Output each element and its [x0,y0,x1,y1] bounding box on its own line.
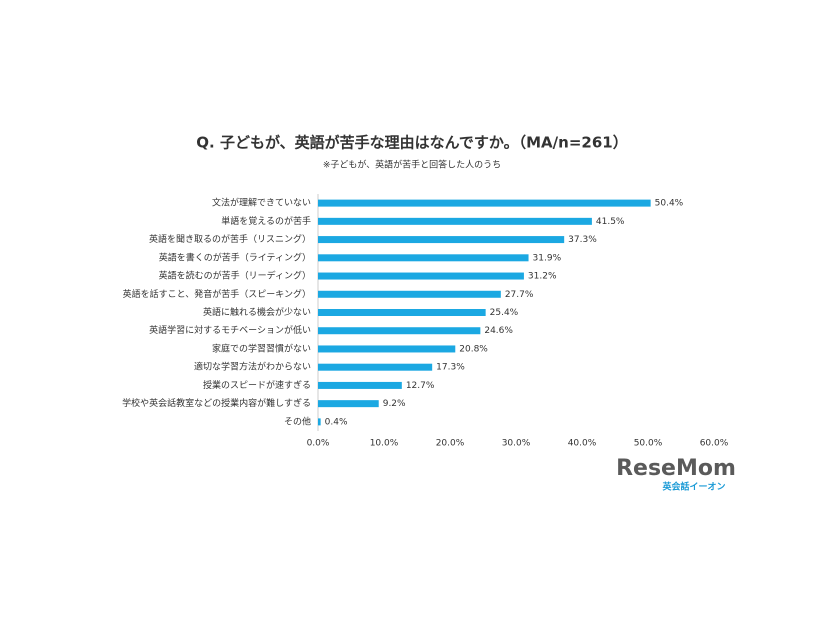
chart-subtitle: ※子どもが、英語が苦手と回答した人のうち [323,159,501,171]
value-label: 41.5% [596,217,625,227]
bar [318,199,651,207]
y-tick-label: 英語を聞き取るのが苦手（リスニング） [149,233,311,245]
value-label: 31.2% [528,272,557,282]
bar [318,327,481,335]
bar [318,217,592,225]
bar [318,363,433,371]
value-label: 25.4% [490,308,519,318]
value-label: 24.6% [484,326,513,336]
value-label: 20.8% [459,344,488,354]
x-tick-label: 20.0% [436,439,465,449]
y-tick-label: 英語に触れる機会が少ない [203,306,311,318]
chart-title: Q. 子どもが、英語が苦手な理由はなんですか。（MA/n=261） [196,134,627,152]
bar [318,309,486,316]
logo-text: ReseMom [616,456,736,481]
x-tick-label: 40.0% [568,439,597,449]
value-label: 31.9% [533,253,562,263]
y-tick-label: 授業のスピードが速すぎる [203,379,311,391]
logo-sub: 英会話イーオン [661,481,725,493]
y-tick-label: 学校や英会話教室などの授業内容が難しすぎる [122,397,311,409]
bar [318,381,402,389]
y-tick-label: 英語を話すこと、発音が苦手（スピーキング） [123,288,311,300]
bar [318,345,456,353]
bar [318,236,565,244]
x-tick-label: 10.0% [370,439,399,449]
bar [318,254,529,262]
y-tick-label: 英語を読むのが苦手（リーディング） [159,270,311,282]
y-tick-label: 家庭での学習習慣がない [212,342,311,354]
value-label: 12.7% [406,381,435,391]
value-label: 0.4% [325,417,348,427]
value-label: 9.2% [383,399,406,409]
x-tick-label: 0.0% [307,439,330,449]
value-label: 27.7% [505,290,534,300]
bar [318,418,321,426]
value-label: 37.3% [568,235,597,245]
x-tick-label: 30.0% [502,439,531,449]
y-tick-label: 英語学習に対するモチベーションが低い [149,324,311,336]
y-tick-label: 単語を覚えるのが苦手 [221,215,311,227]
value-label: 50.4% [655,199,684,209]
x-tick-label: 50.0% [634,439,663,449]
value-label: 17.3% [436,363,465,373]
x-tick-label: 60.0% [700,439,729,449]
bar [318,290,501,298]
y-tick-label: その他 [284,415,311,427]
bar [318,272,524,280]
y-tick-label: 英語を書くのが苦手（ライティング） [159,251,311,263]
y-tick-label: 文法が理解できていない [212,197,311,209]
bar [318,400,379,408]
y-tick-label: 適切な学習方法がわからない [194,361,311,373]
